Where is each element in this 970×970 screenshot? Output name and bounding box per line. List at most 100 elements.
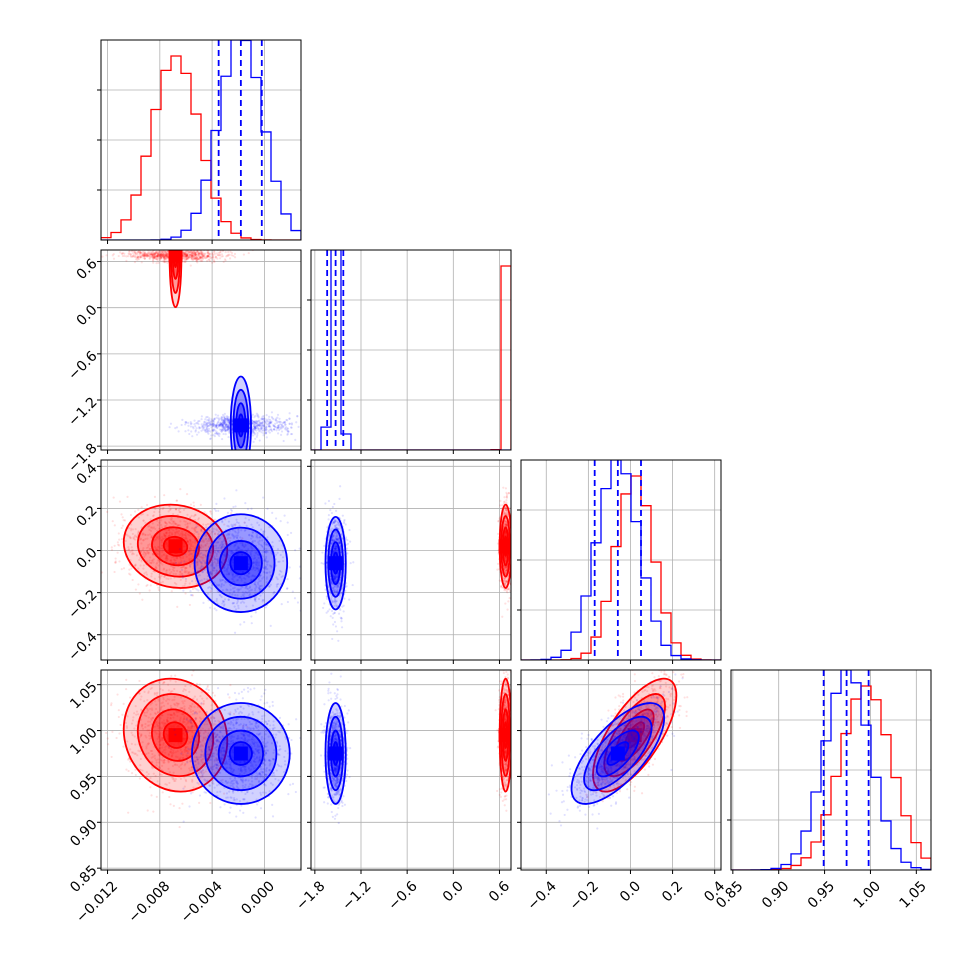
scatter-point	[198, 553, 201, 556]
scatter-point	[221, 425, 224, 428]
scatter-point	[207, 586, 210, 589]
scatter-point	[257, 587, 261, 590]
scatter-point	[127, 546, 130, 549]
scatter-point	[251, 539, 255, 543]
scatter-point	[159, 253, 162, 256]
scatter-point	[159, 255, 162, 258]
scatter-point	[504, 519, 507, 523]
scatter-point	[232, 535, 235, 538]
scatter-point	[224, 580, 227, 583]
scatter-point	[175, 523, 178, 526]
scatter-point	[215, 569, 218, 572]
scatter-point	[224, 423, 227, 426]
scatter-point	[221, 423, 224, 427]
scatter-point	[158, 257, 161, 260]
scatter-point	[173, 569, 176, 572]
scatter-point	[284, 421, 287, 424]
scatter-point	[194, 257, 197, 260]
scatter-point	[277, 424, 280, 427]
scatter-point	[136, 258, 139, 262]
scatter-point	[256, 422, 259, 425]
scatter-point	[268, 571, 271, 574]
scatter-point	[229, 250, 232, 253]
scatter-point	[210, 423, 213, 426]
scatter-point	[231, 593, 234, 596]
scatter-point	[221, 563, 224, 566]
scatter-point	[170, 533, 173, 536]
scatter-point	[137, 250, 140, 254]
scatter-point	[151, 253, 154, 256]
scatter-point	[212, 250, 216, 253]
scatter-point	[129, 573, 132, 576]
scatter-point	[187, 421, 190, 425]
scatter-point	[144, 253, 147, 256]
scatter-point	[122, 567, 126, 570]
scatter-point	[270, 415, 273, 419]
scatter-point	[505, 580, 509, 583]
scatter-point	[223, 569, 227, 572]
scatter-point	[257, 420, 260, 423]
scatter-point	[512, 561, 514, 563]
scatter-point	[130, 527, 133, 530]
scatter-point	[153, 257, 156, 260]
scatter-point	[239, 548, 242, 552]
scatter-point	[129, 252, 132, 256]
scatter-point	[260, 422, 263, 425]
scatter-point	[503, 556, 507, 560]
scatter-point	[268, 564, 272, 567]
scatter-point	[227, 435, 230, 439]
scatter-point	[236, 545, 240, 548]
scatter-point	[269, 583, 272, 586]
scatter-point	[217, 509, 220, 512]
scatter-point	[199, 259, 202, 263]
scatter-point	[212, 423, 215, 426]
scatter-point	[192, 555, 195, 558]
scatter-point	[188, 603, 191, 607]
scatter-point	[186, 513, 189, 516]
scatter-point	[233, 631, 237, 634]
scatter-point	[188, 522, 192, 525]
scatter-point	[231, 572, 234, 575]
scatter-point	[156, 548, 159, 551]
scatter-point	[496, 562, 500, 565]
scatter-point	[156, 253, 159, 257]
scatter-point	[182, 252, 186, 255]
scatter-point	[189, 594, 193, 597]
scatter-point	[176, 524, 179, 527]
scatter-point	[232, 523, 235, 526]
scatter-point	[163, 252, 166, 255]
scatter-point	[231, 587, 235, 590]
scatter-point	[208, 421, 211, 424]
scatter-point	[147, 552, 150, 555]
scatter-point	[194, 253, 197, 256]
scatter-point	[159, 255, 162, 258]
scatter-point	[286, 419, 289, 422]
scatter-point	[504, 531, 507, 535]
scatter-point	[151, 527, 154, 530]
scatter-point	[184, 531, 187, 535]
scatter-point	[158, 254, 161, 257]
scatter-point	[181, 536, 184, 539]
scatter-point	[196, 250, 199, 254]
scatter-point	[183, 260, 186, 264]
scatter-point	[146, 550, 149, 553]
scatter-point	[250, 534, 253, 537]
scatter-point	[225, 423, 228, 426]
scatter-point	[190, 256, 193, 259]
scatter-point	[145, 255, 148, 258]
scatter-point	[308, 426, 310, 428]
scatter-point	[157, 254, 160, 257]
scatter-point	[226, 428, 230, 431]
scatter-point	[251, 430, 255, 433]
scatter-point	[213, 607, 216, 610]
scatter-point	[186, 253, 189, 256]
scatter-point	[337, 612, 341, 615]
scatter-point	[198, 254, 202, 257]
scatter-point	[155, 255, 158, 258]
scatter-point	[198, 546, 202, 549]
scatter-point	[179, 555, 183, 559]
scatter-point	[181, 574, 184, 578]
scatter-point	[237, 606, 240, 610]
scatter-point	[288, 566, 291, 569]
scatter-point	[139, 256, 142, 259]
